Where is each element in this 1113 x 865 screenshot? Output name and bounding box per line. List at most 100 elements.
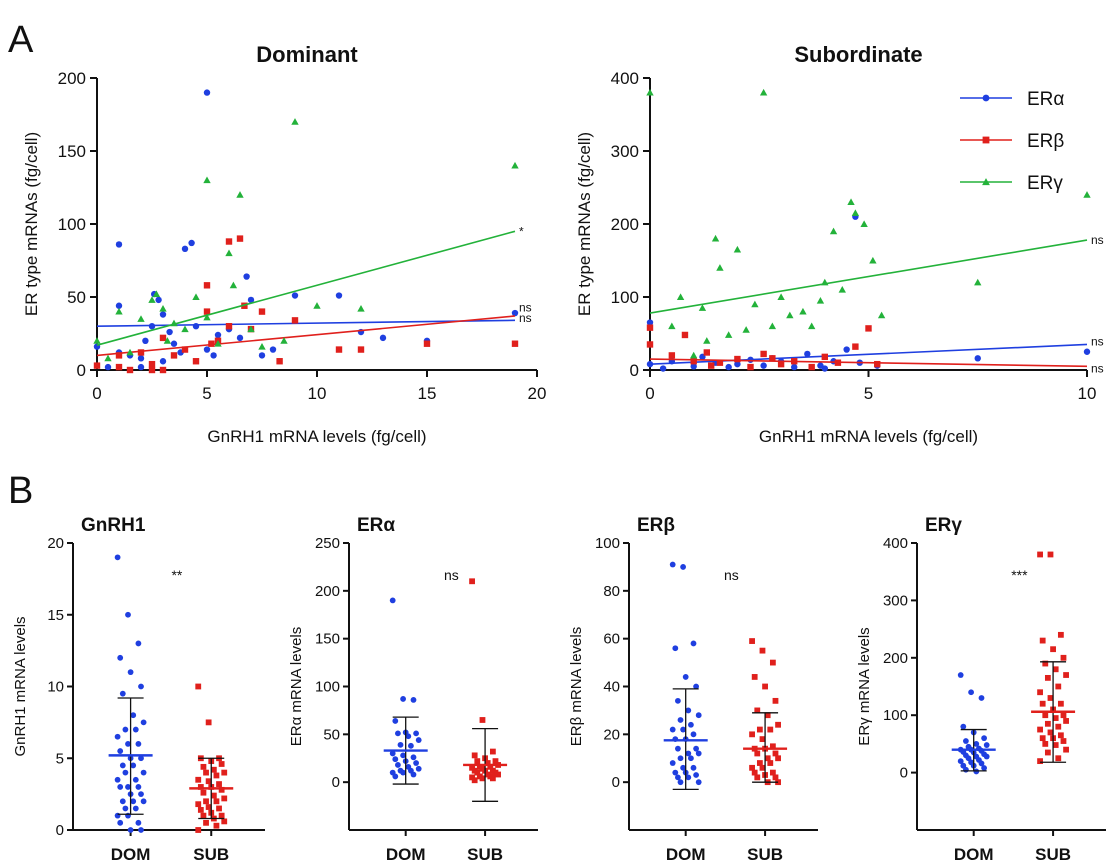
- data-point: [203, 769, 209, 776]
- y-tick-label: 250: [315, 535, 340, 552]
- data-point: [963, 738, 969, 744]
- legend-label-erb: ERβ: [1027, 131, 1064, 152]
- y-tick-label: 5: [56, 750, 64, 767]
- data-point: [269, 346, 277, 353]
- data-point: [203, 313, 211, 321]
- data-point: [410, 696, 417, 703]
- data-point: [851, 209, 860, 216]
- data-point: [698, 304, 707, 311]
- data-point: [313, 302, 321, 309]
- data-point: [218, 786, 225, 793]
- data-point: [695, 779, 702, 786]
- data-point: [978, 695, 985, 701]
- regression-line: [649, 358, 1088, 368]
- y-axis-label: ER type mRNAs (fg/cell): [575, 132, 594, 316]
- data-point: [1052, 742, 1059, 748]
- data-point: [205, 719, 212, 726]
- y-tick-label: 0: [56, 822, 64, 839]
- data-point: [119, 798, 126, 805]
- data-point: [672, 645, 679, 652]
- data-point: [963, 766, 969, 773]
- y-tick-label: 200: [883, 650, 908, 667]
- data-point: [675, 745, 681, 752]
- data-point: [291, 317, 299, 324]
- data-point: [760, 350, 767, 358]
- data-point: [181, 245, 189, 253]
- data-point: [1039, 700, 1046, 707]
- y-tick-label: 200: [315, 583, 340, 600]
- data-point: [1052, 666, 1059, 673]
- data-point: [489, 748, 496, 755]
- data-point: [668, 322, 676, 330]
- data-point: [716, 359, 724, 366]
- data-point: [115, 363, 123, 371]
- data-point: [677, 755, 684, 762]
- data-point: [213, 772, 220, 779]
- data-point: [195, 683, 202, 690]
- data-point: [693, 745, 699, 752]
- chart-title: ERγ: [925, 515, 962, 536]
- series-era: ns: [93, 89, 532, 371]
- data-point: [415, 765, 422, 772]
- data-point: [725, 363, 732, 371]
- data-point: [676, 293, 685, 300]
- data-point: [125, 611, 131, 618]
- data-point: [247, 296, 255, 304]
- group-dom: [383, 597, 428, 785]
- data-point: [392, 718, 399, 724]
- data-point: [408, 742, 414, 749]
- regression-line: [96, 319, 516, 327]
- data-point: [236, 235, 244, 242]
- data-point: [685, 774, 692, 781]
- data-point: [968, 689, 974, 696]
- chart-title: ERα: [357, 515, 395, 536]
- series-erb: ns: [646, 324, 1104, 375]
- data-point: [104, 363, 112, 371]
- data-point: [148, 296, 156, 303]
- significance-label: ns: [444, 567, 459, 583]
- legend-marker-era: [982, 94, 990, 102]
- data-point: [749, 764, 755, 771]
- data-point: [122, 769, 129, 776]
- data-point: [974, 278, 982, 286]
- data-point: [749, 731, 755, 738]
- data-point: [751, 769, 758, 776]
- data-point: [1063, 718, 1069, 724]
- regression-line: [649, 239, 1088, 314]
- significance-label: **: [171, 567, 182, 583]
- data-point: [122, 805, 129, 812]
- data-point: [335, 346, 343, 353]
- data-point: [335, 292, 343, 299]
- data-point: [132, 726, 139, 733]
- data-point: [117, 819, 124, 826]
- data-point: [115, 352, 123, 359]
- data-point: [474, 769, 481, 776]
- data-point: [786, 311, 794, 319]
- y-tick-label: 100: [595, 535, 620, 552]
- data-point: [716, 264, 724, 271]
- data-point: [1083, 348, 1091, 355]
- data-point: [117, 654, 124, 661]
- data-point: [159, 334, 167, 342]
- data-point: [1039, 637, 1046, 644]
- data-point: [703, 349, 711, 356]
- data-point: [695, 712, 702, 719]
- data-point: [276, 358, 283, 365]
- data-point: [769, 659, 776, 666]
- data-point: [405, 733, 412, 740]
- data-point: [258, 342, 266, 350]
- data-point: [203, 89, 211, 96]
- data-point: [400, 696, 406, 702]
- data-point: [137, 355, 145, 362]
- significance-label: *: [519, 224, 524, 238]
- data-point: [148, 360, 156, 368]
- data-point: [511, 161, 519, 169]
- data-point: [764, 712, 771, 719]
- data-point: [756, 726, 763, 733]
- data-point: [489, 775, 496, 782]
- data-point: [410, 771, 417, 778]
- data-point: [132, 805, 139, 812]
- data-point: [677, 779, 684, 786]
- data-point: [646, 324, 654, 331]
- data-point: [126, 348, 134, 356]
